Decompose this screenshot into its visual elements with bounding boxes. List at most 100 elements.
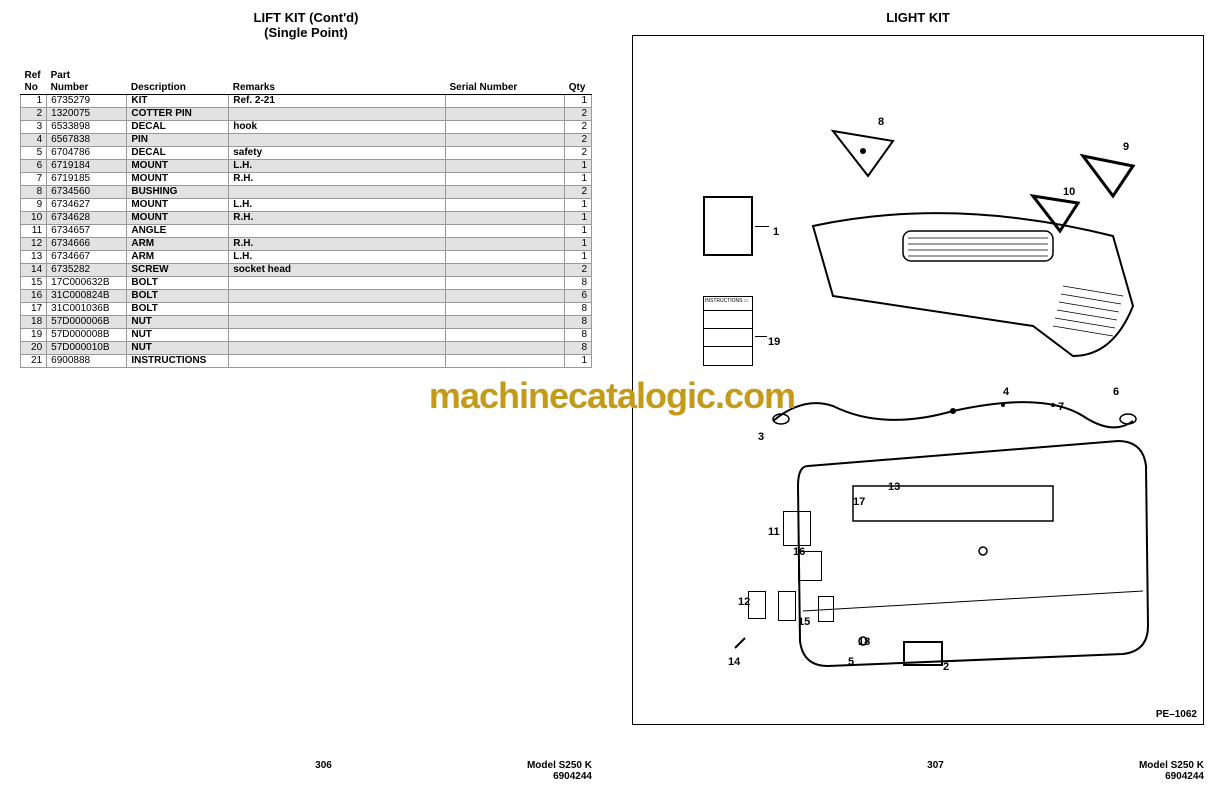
cell-ref: 16 bbox=[21, 290, 47, 303]
diagram-part-grille bbox=[773, 186, 1143, 366]
diagram-callout: 8 bbox=[878, 116, 884, 128]
cell-part: 6734667 bbox=[47, 251, 127, 264]
header-qty: Qty bbox=[565, 70, 592, 95]
cell-part: 6704786 bbox=[47, 147, 127, 160]
cell-serial bbox=[446, 212, 565, 225]
cell-desc: DECAL bbox=[127, 147, 229, 160]
cell-qty: 8 bbox=[565, 277, 592, 290]
cell-ref: 20 bbox=[21, 342, 47, 355]
left-model: Model S250 K bbox=[527, 760, 592, 771]
diagram-part-18 bbox=[818, 596, 834, 622]
cell-desc: BOLT bbox=[127, 277, 229, 290]
cell-serial bbox=[446, 355, 565, 368]
cell-part: 6567838 bbox=[47, 134, 127, 147]
cell-serial bbox=[446, 95, 565, 108]
cell-qty: 1 bbox=[565, 225, 592, 238]
cell-desc: MOUNT bbox=[127, 173, 229, 186]
cell-ref: 10 bbox=[21, 212, 47, 225]
diagram-callout: 19 bbox=[768, 336, 780, 348]
cell-desc: ANGLE bbox=[127, 225, 229, 238]
cell-ref: 2 bbox=[21, 108, 47, 121]
cell-remarks bbox=[229, 329, 446, 342]
cell-desc: INSTRUCTIONS bbox=[127, 355, 229, 368]
diagram-callout: 13 bbox=[888, 481, 900, 493]
left-page-number: 306 bbox=[120, 760, 527, 782]
cell-desc: MOUNT bbox=[127, 212, 229, 225]
cell-remarks: R.H. bbox=[229, 238, 446, 251]
diagram-callout: 2 bbox=[943, 661, 949, 673]
cell-ref: 19 bbox=[21, 329, 47, 342]
cell-qty: 1 bbox=[565, 95, 592, 108]
cell-qty: 1 bbox=[565, 212, 592, 225]
cell-remarks bbox=[229, 186, 446, 199]
cell-qty: 1 bbox=[565, 251, 592, 264]
cell-part: 17C000632B bbox=[47, 277, 127, 290]
diagram-callout: 12 bbox=[738, 596, 750, 608]
table-row: 46567838PIN2 bbox=[21, 134, 592, 147]
header-part: PartNumber bbox=[47, 70, 127, 95]
cell-ref: 4 bbox=[21, 134, 47, 147]
cell-ref: 12 bbox=[21, 238, 47, 251]
cell-ref: 13 bbox=[21, 251, 47, 264]
cell-serial bbox=[446, 264, 565, 277]
diagram-callout: 6 bbox=[1113, 386, 1119, 398]
cell-remarks bbox=[229, 134, 446, 147]
table-row: 56704786DECALsafety2 bbox=[21, 147, 592, 160]
table-row: 2057D000010BNUT8 bbox=[21, 342, 592, 355]
cell-desc: ARM bbox=[127, 251, 229, 264]
cell-qty: 1 bbox=[565, 173, 592, 186]
cell-remarks: L.H. bbox=[229, 251, 446, 264]
diagram-callout: 3 bbox=[758, 431, 764, 443]
cell-qty: 8 bbox=[565, 316, 592, 329]
leader-1 bbox=[755, 226, 769, 227]
cell-desc: COTTER PIN bbox=[127, 108, 229, 121]
diagram-callout: 4 bbox=[1003, 386, 1009, 398]
table-row: 16735279KITRef. 2-211 bbox=[21, 95, 592, 108]
parts-table-body: 16735279KITRef. 2-21121320075COTTER PIN2… bbox=[21, 95, 592, 368]
table-row: 1857D000006BNUT8 bbox=[21, 316, 592, 329]
cell-remarks bbox=[229, 342, 446, 355]
table-row: 86734560BUSHING2 bbox=[21, 186, 592, 199]
cell-ref: 7 bbox=[21, 173, 47, 186]
header-remarks: Remarks bbox=[229, 70, 446, 95]
right-footer: 307 Model S250 K 6904244 bbox=[612, 760, 1224, 782]
cell-qty: 2 bbox=[565, 134, 592, 147]
cell-qty: 2 bbox=[565, 108, 592, 121]
table-row: 76719185MOUNTR.H.1 bbox=[21, 173, 592, 186]
cell-part: 6734627 bbox=[47, 199, 127, 212]
cell-part: 6734666 bbox=[47, 238, 127, 251]
diagram-callout: 10 bbox=[1063, 186, 1075, 198]
cell-desc: MOUNT bbox=[127, 199, 229, 212]
cell-desc: NUT bbox=[127, 342, 229, 355]
table-row: 146735282SCREWsocket head2 bbox=[21, 264, 592, 277]
table-row: 96734627MOUNTL.H.1 bbox=[21, 199, 592, 212]
title-line1: LIFT KIT (Cont'd) bbox=[254, 10, 359, 25]
cell-part: 6734560 bbox=[47, 186, 127, 199]
diagram-callout: 9 bbox=[1123, 141, 1129, 153]
cell-serial bbox=[446, 121, 565, 134]
diagram-part-12 bbox=[748, 591, 766, 619]
diagram-callout: 14 bbox=[728, 656, 740, 668]
cell-part: 6719184 bbox=[47, 160, 127, 173]
cell-remarks bbox=[229, 355, 446, 368]
cell-serial bbox=[446, 303, 565, 316]
cell-desc: SCREW bbox=[127, 264, 229, 277]
cell-qty: 1 bbox=[565, 355, 592, 368]
diagram-part-instructions: INSTRUCTIONS ▭ bbox=[703, 296, 753, 366]
cell-qty: 1 bbox=[565, 199, 592, 212]
table-row: 1731C001036BBOLT8 bbox=[21, 303, 592, 316]
cell-part: 6735279 bbox=[47, 95, 127, 108]
cell-ref: 6 bbox=[21, 160, 47, 173]
table-row: 136734667ARML.H. 1 bbox=[21, 251, 592, 264]
cell-desc: MOUNT bbox=[127, 160, 229, 173]
diagram-callout: 1 bbox=[773, 226, 779, 238]
cell-ref: 8 bbox=[21, 186, 47, 199]
cell-serial bbox=[446, 329, 565, 342]
cell-part: 6533898 bbox=[47, 121, 127, 134]
cell-remarks bbox=[229, 108, 446, 121]
cell-qty: 8 bbox=[565, 342, 592, 355]
cell-part: 31C001036B bbox=[47, 303, 127, 316]
diagram-part-15 bbox=[778, 591, 796, 621]
cell-serial bbox=[446, 160, 565, 173]
cell-desc: KIT bbox=[127, 95, 229, 108]
